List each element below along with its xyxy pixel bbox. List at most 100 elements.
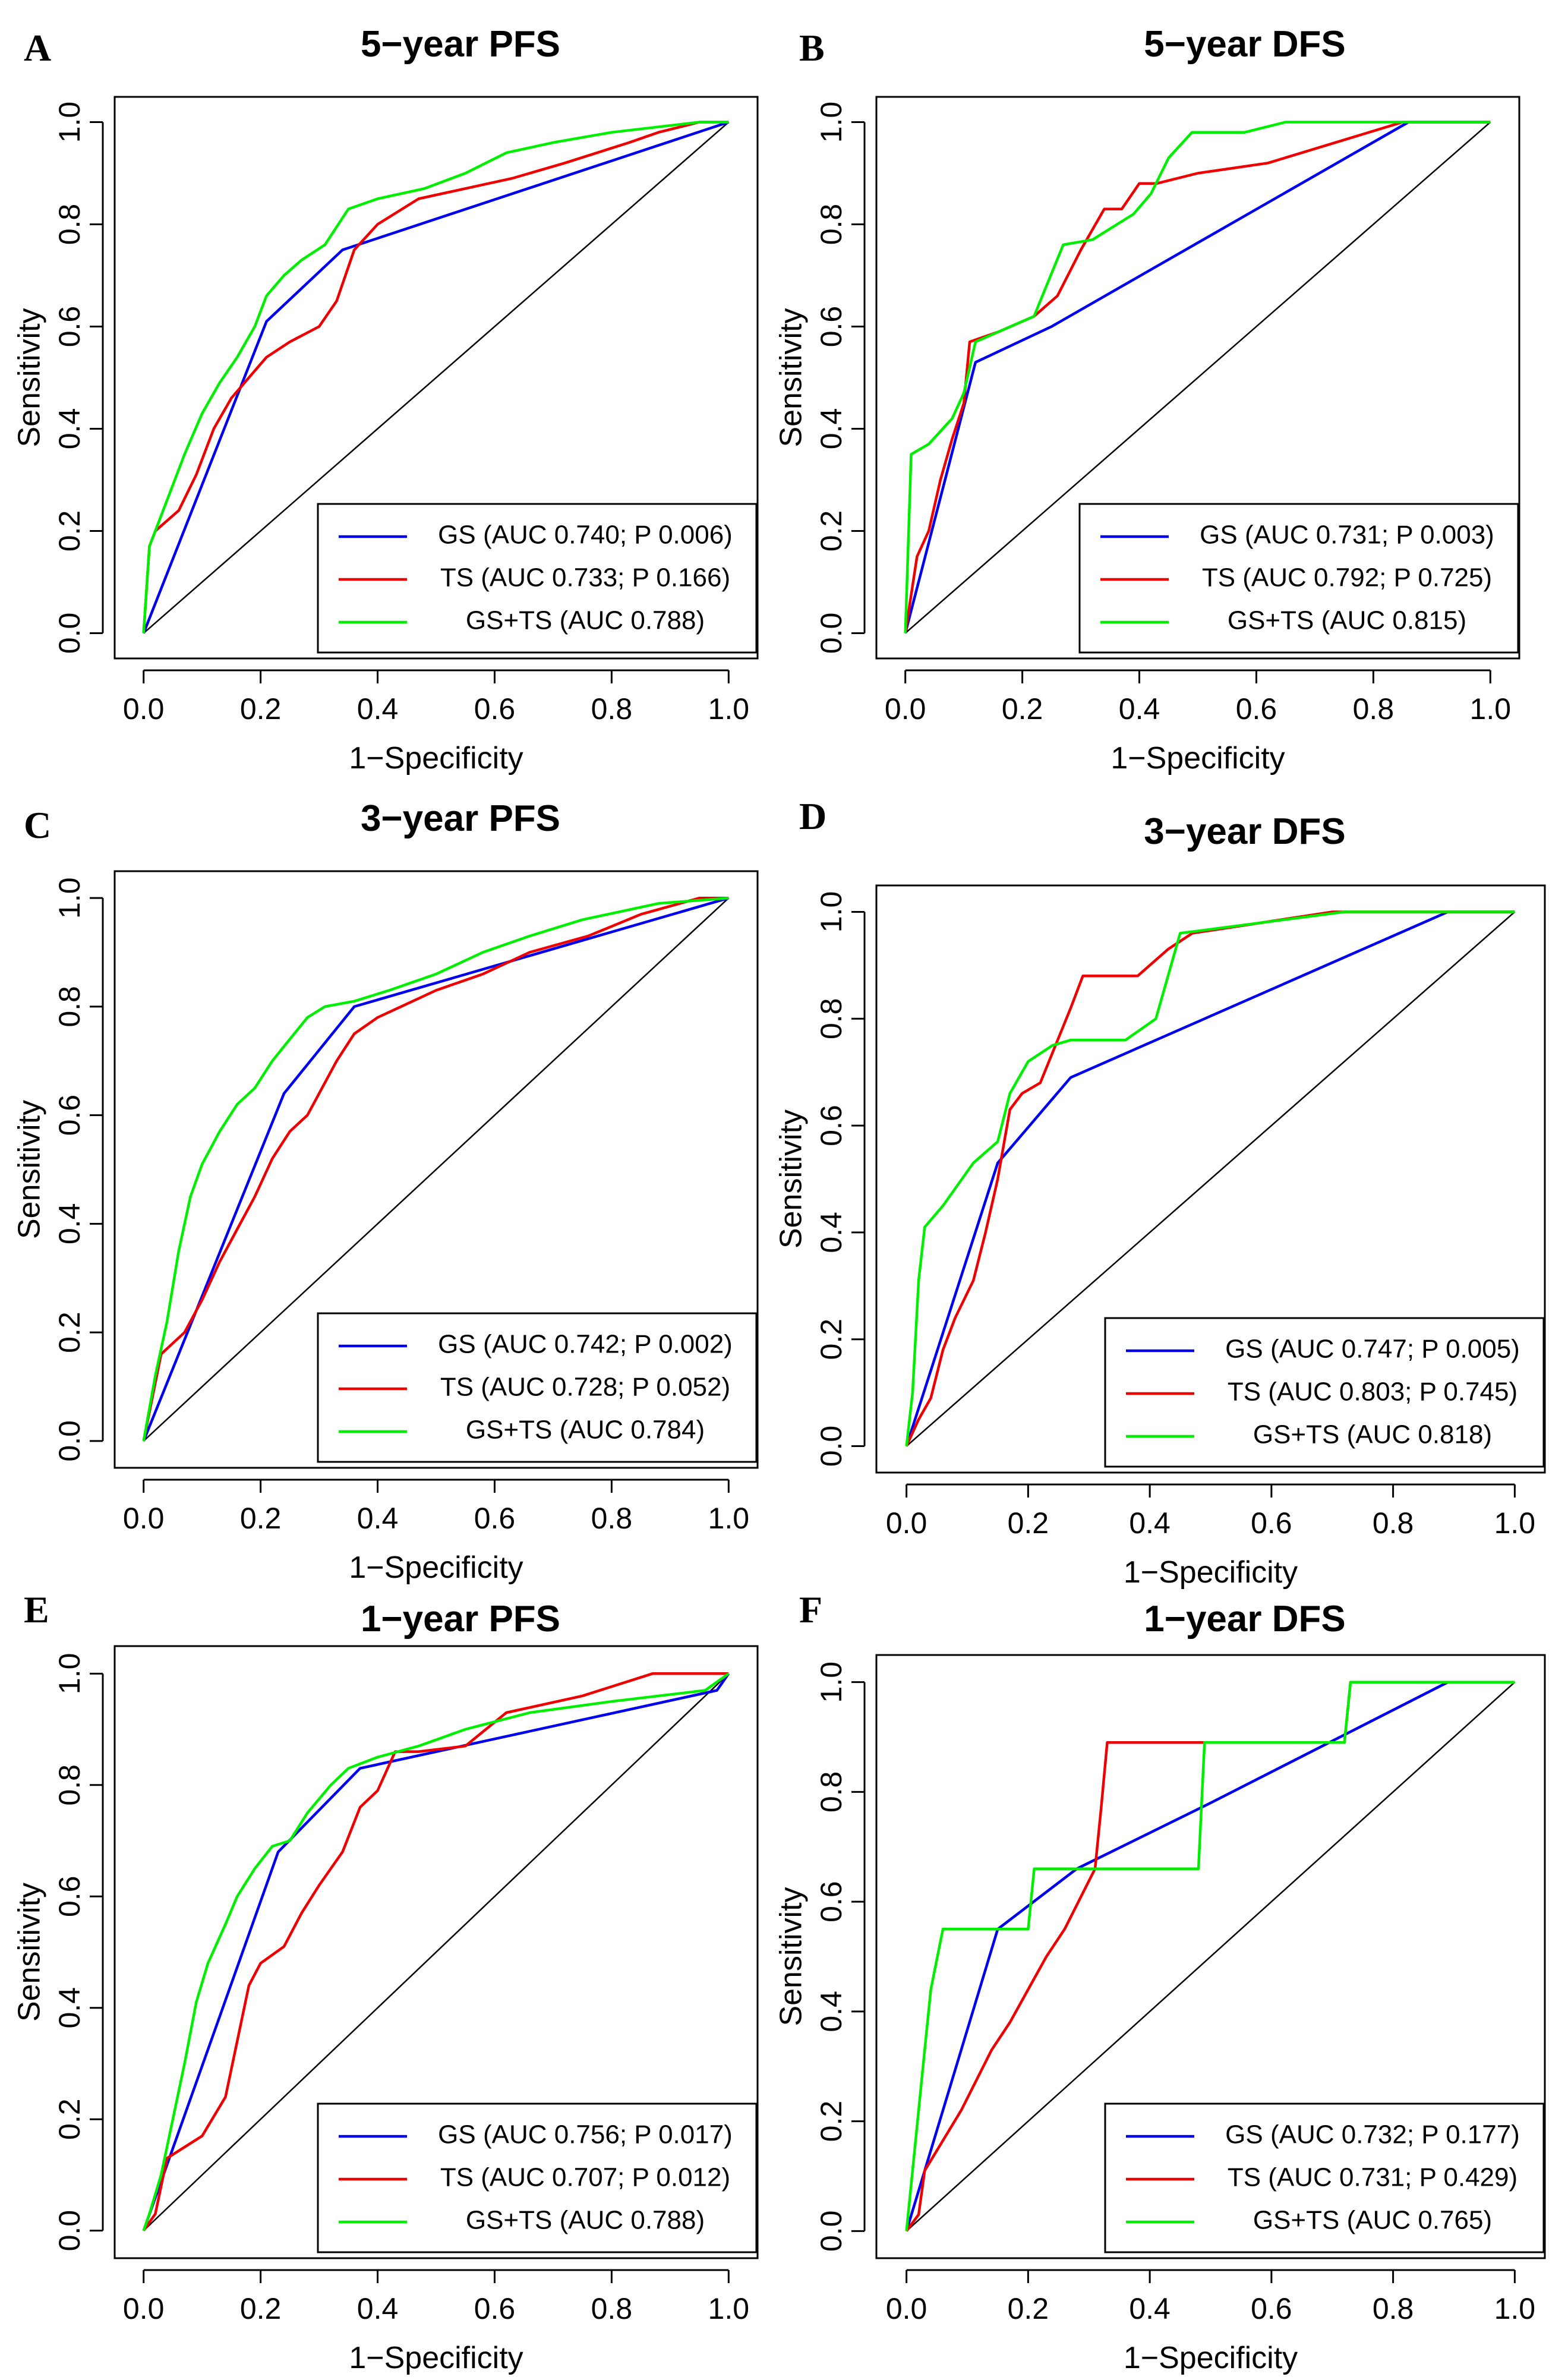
x-tick-label: 1.0 bbox=[708, 2292, 750, 2325]
legend-label: GS (AUC 0.732; P 0.177) bbox=[1225, 2120, 1520, 2149]
y-tick-label: 0.6 bbox=[815, 1881, 848, 1922]
x-tick-label: 0.0 bbox=[123, 692, 165, 726]
x-axis-title: 1−Specificity bbox=[1110, 741, 1285, 776]
y-tick-label: 0.2 bbox=[815, 1319, 848, 1360]
plot-frame bbox=[113, 870, 759, 1469]
y-tick-label: 0.0 bbox=[53, 613, 86, 654]
y-tick-label: 1.0 bbox=[815, 1662, 848, 1703]
y-tick-label: 0.4 bbox=[53, 408, 86, 450]
x-axis-title: 1−Specificity bbox=[349, 741, 523, 776]
y-tick-label: 0.4 bbox=[53, 1987, 86, 2029]
legend-label: GS (AUC 0.742; P 0.002) bbox=[438, 1330, 733, 1359]
y-tick-label: 0.4 bbox=[53, 1203, 86, 1245]
panel-letter: E bbox=[24, 1588, 49, 1631]
x-tick-label: 0.0 bbox=[886, 2292, 927, 2325]
roc-curve-ts bbox=[142, 1672, 729, 2231]
y-axis-title: Sensitivity bbox=[774, 1109, 809, 1249]
legend-label: GS+TS (AUC 0.818) bbox=[1253, 1420, 1492, 1449]
y-axis-title: Sensitivity bbox=[774, 1887, 809, 2026]
y-tick-label: 0.8 bbox=[815, 204, 848, 245]
x-tick-label: 0.4 bbox=[357, 1502, 399, 1535]
y-tick-label: 0.0 bbox=[53, 2210, 86, 2252]
plot-frame bbox=[875, 884, 1546, 1474]
reference-diagonal bbox=[906, 1681, 1516, 2232]
x-axis-title: 1−Specificity bbox=[349, 1550, 523, 1585]
panel-d: D 3−year DFS 0.0 0.2 0.4 0.6 0.8 1.0 0.0 0.2 0.4 0.… bbox=[774, 795, 1546, 1590]
x-tick-label: 1.0 bbox=[708, 692, 750, 726]
legend-label: GS (AUC 0.747; P 0.005) bbox=[1225, 1335, 1520, 1364]
panel-letter: F bbox=[799, 1588, 822, 1631]
chart-title: 5−year PFS bbox=[361, 24, 560, 65]
plot-frame bbox=[113, 96, 759, 660]
panel-letter: C bbox=[24, 804, 51, 846]
y-tick-label: 0.2 bbox=[815, 510, 848, 552]
x-tick-label: 0.0 bbox=[886, 1506, 927, 1540]
x-tick-label: 1.0 bbox=[1494, 2292, 1536, 2325]
panel-letter: A bbox=[24, 27, 51, 69]
legend: GS (AUC 0.732; P 0.177) TS (AUC 0.731; P … bbox=[1104, 2102, 1545, 2253]
x-tick-label: 0.8 bbox=[591, 1502, 633, 1535]
roc-curve-ts bbox=[904, 121, 1491, 633]
x-axis-title: 1−Specificity bbox=[1124, 2341, 1298, 2375]
roc-curve-gs-plus-ts bbox=[904, 121, 1491, 633]
x-tick-label: 0.2 bbox=[1008, 2292, 1049, 2325]
y-tick-label: 0.8 bbox=[815, 1771, 848, 1813]
roc-curve-gs-plus-ts bbox=[905, 1681, 1515, 2231]
legend-label: TS (AUC 0.731; P 0.429) bbox=[1228, 2163, 1517, 2192]
y-tick-label: 0.0 bbox=[815, 2211, 848, 2252]
roc-curve-ts bbox=[142, 121, 729, 633]
x-tick-label: 0.4 bbox=[357, 692, 399, 726]
reference-diagonal bbox=[904, 121, 1491, 634]
x-tick-label: 0.8 bbox=[591, 692, 633, 726]
x-tick-label: 0.8 bbox=[1373, 2292, 1414, 2325]
roc-curve-gs bbox=[142, 121, 730, 634]
chart-title: 3−year PFS bbox=[361, 798, 560, 839]
chart-title: 1−year PFS bbox=[361, 1599, 560, 1640]
legend-label: GS+TS (AUC 0.788) bbox=[466, 2206, 705, 2235]
reference-diagonal bbox=[143, 897, 730, 1442]
x-axis-title: 1−Specificity bbox=[1124, 1555, 1298, 1590]
legend-label: TS (AUC 0.803; P 0.745) bbox=[1228, 1377, 1517, 1407]
y-axis-title: Sensitivity bbox=[774, 308, 809, 447]
plot-frame bbox=[875, 96, 1520, 660]
legend: GS (AUC 0.756; P 0.017) TS (AUC 0.707; P … bbox=[317, 2102, 758, 2253]
legend-label: GS (AUC 0.731; P 0.003) bbox=[1200, 521, 1494, 550]
roc-curve-gs-plus-ts bbox=[905, 910, 1515, 1446]
x-tick-label: 0.6 bbox=[474, 692, 516, 726]
y-tick-label: 0.2 bbox=[53, 510, 86, 552]
y-tick-label: 1.0 bbox=[53, 877, 86, 919]
roc-curve-gs bbox=[142, 1673, 730, 2231]
x-tick-label: 0.4 bbox=[1129, 1506, 1171, 1540]
x-tick-label: 0.4 bbox=[1129, 2292, 1171, 2325]
x-tick-label: 0.6 bbox=[1251, 1506, 1292, 1540]
y-tick-label: 0.0 bbox=[815, 1426, 848, 1467]
y-axis-title: Sensitivity bbox=[12, 308, 47, 447]
y-tick-label: 0.8 bbox=[53, 986, 86, 1027]
y-tick-label: 0.4 bbox=[815, 408, 848, 450]
y-tick-label: 0.4 bbox=[815, 1991, 848, 2032]
y-tick-label: 0.6 bbox=[53, 306, 86, 348]
reference-diagonal bbox=[143, 121, 730, 634]
legend-label: TS (AUC 0.792; P 0.725) bbox=[1202, 563, 1492, 592]
legend-label: GS+TS (AUC 0.788) bbox=[466, 606, 705, 635]
chart-title: 3−year DFS bbox=[1144, 811, 1346, 852]
panel-letter: B bbox=[799, 27, 825, 69]
y-tick-label: 0.6 bbox=[53, 1095, 86, 1136]
x-tick-label: 0.2 bbox=[1008, 1506, 1049, 1540]
panel-b: B 5−year DFS 0.0 0.2 0.4 0.6 0.8 1.0 0.0 0.2 0.4 0.… bbox=[774, 24, 1520, 776]
chart-title: 1−year DFS bbox=[1144, 1599, 1346, 1640]
y-tick-label: 0.0 bbox=[815, 613, 848, 654]
legend-label: GS+TS (AUC 0.765) bbox=[1253, 2206, 1492, 2235]
legend-label: GS+TS (AUC 0.784) bbox=[466, 1416, 705, 1445]
panel-f: F 1−year DFS 0.0 0.2 0.4 0.6 0.8 1.0 0.0 0.2 0.4 0.… bbox=[774, 1588, 1546, 2375]
legend-label: TS (AUC 0.733; P 0.166) bbox=[440, 563, 730, 592]
y-tick-label: 0.4 bbox=[815, 1212, 848, 1253]
roc-curve-gs-plus-ts bbox=[142, 1672, 730, 2231]
roc-curve-gs bbox=[142, 897, 729, 1442]
y-tick-label: 0.6 bbox=[815, 1105, 848, 1146]
x-tick-label: 0.8 bbox=[1373, 1506, 1414, 1540]
x-tick-label: 0.0 bbox=[123, 2292, 165, 2325]
y-tick-label: 1.0 bbox=[53, 102, 86, 143]
roc-curve-ts bbox=[142, 896, 729, 1442]
roc-curve-gs-plus-ts bbox=[142, 896, 729, 1442]
